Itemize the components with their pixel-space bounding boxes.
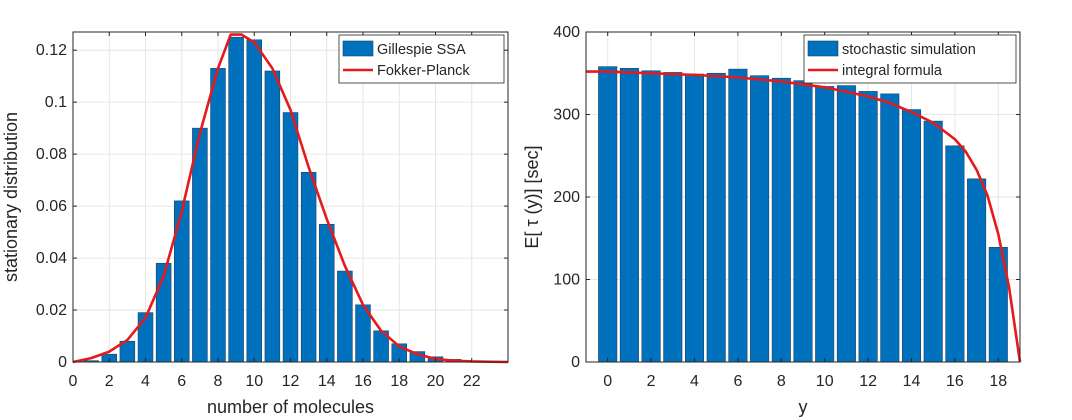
- bar: [923, 120, 943, 363]
- legend-label: Fokker-Planck: [377, 63, 470, 79]
- x-tick-label: 4: [690, 373, 699, 390]
- y-tick-label: 0.06: [36, 198, 67, 215]
- left-chart: 0 2 4 6 8 10 12 14 16 18 20 22 0 0.02 0.04 0.06 0.08 0.1 0…: [1, 31, 509, 417]
- bar: [282, 112, 299, 363]
- x-tick-label: 2: [647, 373, 656, 390]
- y-axis-label: stationary distribution: [1, 112, 21, 282]
- y-tick-label: 300: [553, 107, 580, 124]
- y-tick-label: 100: [553, 272, 580, 289]
- y-tick-label: 0.1: [45, 94, 67, 111]
- x-axis-label: y: [799, 397, 808, 417]
- x-tick-label: 16: [946, 373, 964, 390]
- x-tick-label: 18: [390, 373, 408, 390]
- series-line: [72, 33, 509, 364]
- bar: [771, 77, 791, 363]
- legend-label: integral formula: [842, 63, 943, 79]
- bar: [750, 75, 770, 363]
- bar: [174, 200, 190, 363]
- x-tick-label: 16: [354, 373, 372, 390]
- bar: [192, 127, 208, 363]
- y-axis-label: E[ τ (y)] [sec]: [522, 145, 542, 248]
- x-tick-label: 12: [282, 373, 300, 390]
- x-tick-label: 6: [733, 373, 742, 390]
- bar: [641, 70, 661, 363]
- legend-bar-swatch: [807, 40, 839, 57]
- x-tick-label: 12: [859, 373, 877, 390]
- bar: [793, 80, 813, 363]
- y-tick-label: 0.02: [36, 302, 67, 319]
- x-tick-label: 18: [989, 373, 1007, 390]
- bar: [836, 85, 856, 363]
- bar: [815, 86, 835, 363]
- y-tick-label: 0.12: [36, 42, 67, 59]
- x-tick-label: 22: [463, 373, 481, 390]
- bar: [319, 223, 335, 363]
- bar: [228, 36, 244, 363]
- bar: [728, 68, 748, 363]
- bar: [901, 109, 922, 363]
- bar: [137, 312, 154, 363]
- x-tick-label: 8: [777, 373, 786, 390]
- bar: [337, 270, 353, 363]
- x-tick-label: 10: [816, 373, 834, 390]
- y-tick-label: 0.04: [36, 250, 67, 267]
- bar: [663, 72, 683, 363]
- x-tick-label: 4: [141, 373, 150, 390]
- x-tick-label: 6: [177, 373, 186, 390]
- x-tick-label: 0: [603, 373, 612, 390]
- bar: [246, 39, 262, 363]
- legend-bar-swatch: [342, 40, 374, 57]
- x-tick-label: 0: [69, 373, 78, 390]
- x-tick-label: 8: [214, 373, 223, 390]
- x-tick-label: 10: [245, 373, 263, 390]
- legend-label: Gillespie SSA: [377, 42, 466, 58]
- bar: [598, 66, 618, 363]
- bar: [684, 73, 705, 363]
- y-tick-label: 0.08: [36, 146, 67, 163]
- legend-box: [803, 34, 1017, 84]
- x-tick-label: 20: [427, 373, 445, 390]
- bar: [945, 145, 965, 363]
- bar: [880, 93, 900, 363]
- x-tick-label: 14: [903, 373, 921, 390]
- bar: [210, 68, 226, 363]
- legend-label: stochastic simulation: [842, 42, 976, 58]
- bar: [619, 68, 639, 363]
- y-tick-label: 400: [553, 24, 580, 41]
- x-tick-label: 14: [318, 373, 336, 390]
- x-axis-label: number of molecules: [207, 397, 374, 417]
- y-tick-label: 0: [58, 354, 67, 371]
- series-line: [586, 70, 1022, 363]
- x-tick-label: 2: [105, 373, 114, 390]
- right-chart: 0 2 4 6 8 10 12 14 16 18 0 100 200 300 400 y E[ τ (y)] […: [522, 24, 1022, 417]
- bar: [264, 70, 281, 363]
- bar: [706, 72, 726, 363]
- y-tick-label: 200: [553, 189, 580, 206]
- bar: [300, 172, 317, 363]
- y-tick-label: 0: [571, 354, 580, 371]
- bar: [967, 178, 987, 363]
- bar: [858, 91, 878, 363]
